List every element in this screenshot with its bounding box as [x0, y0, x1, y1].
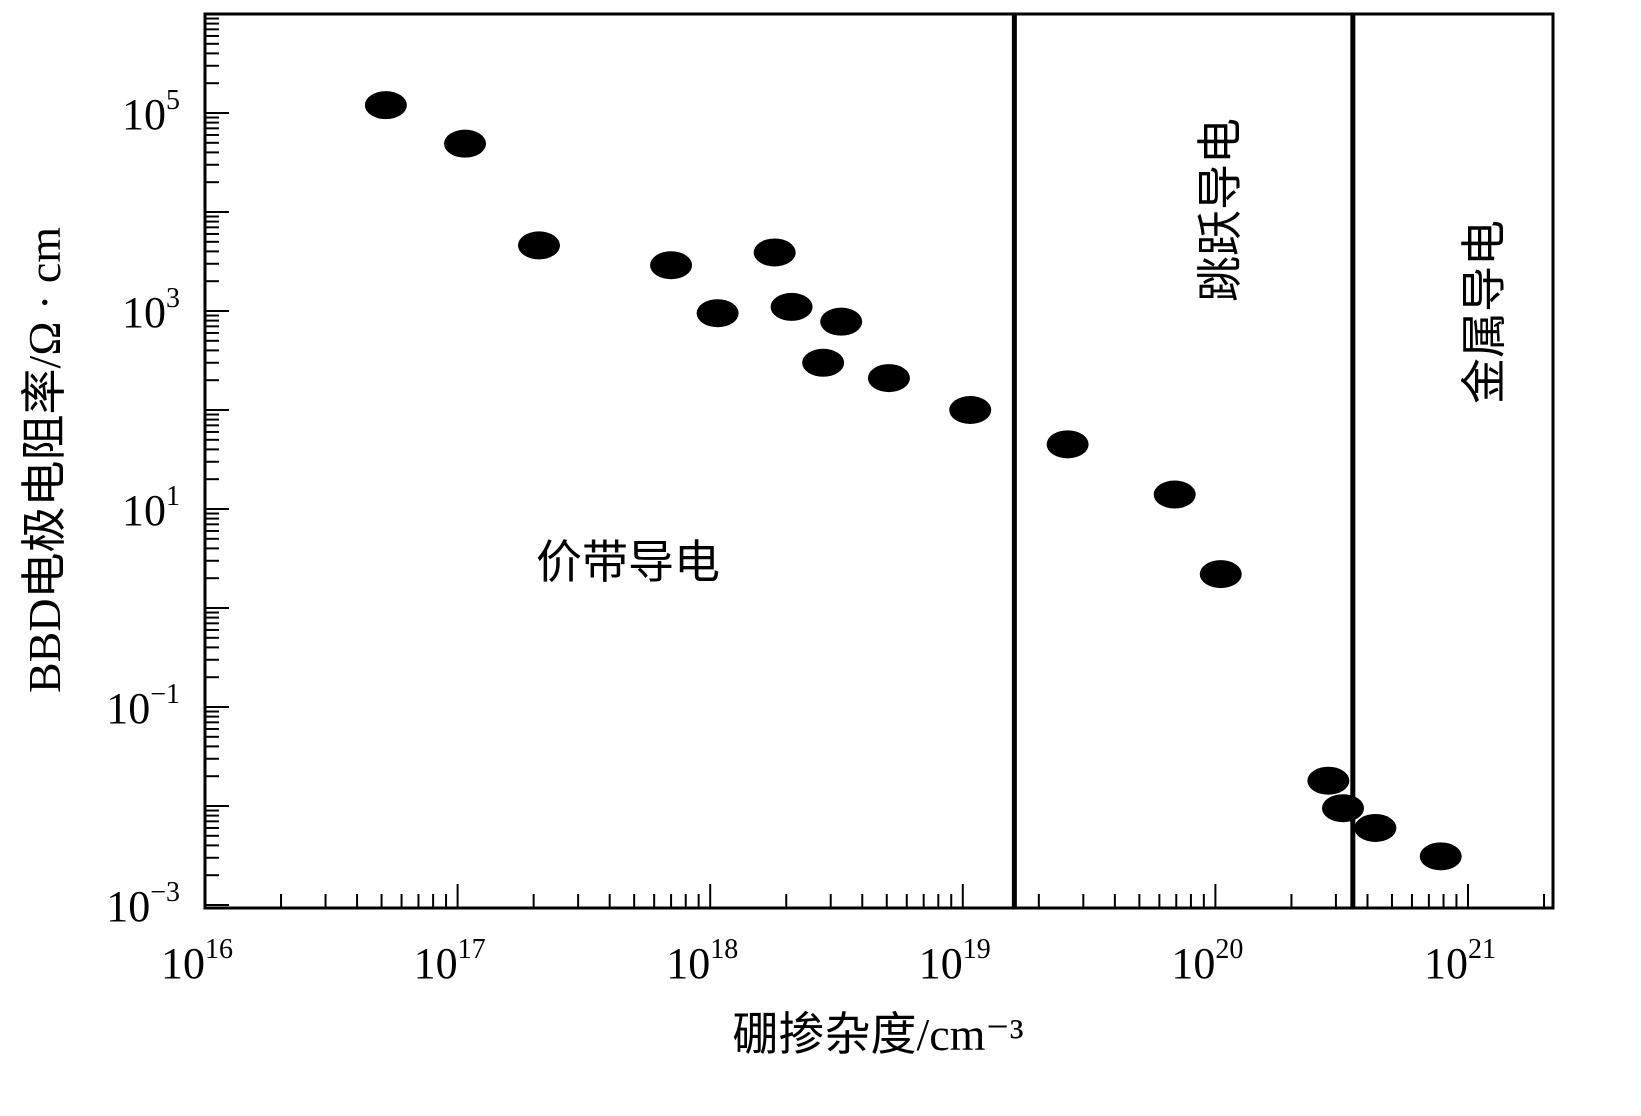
x-tick-label: 1017 — [414, 934, 486, 988]
y-tick-label: 105 — [122, 85, 180, 139]
data-point — [1199, 560, 1242, 589]
x-tick-label: 1018 — [666, 934, 738, 988]
data-point — [1046, 430, 1089, 459]
x-tick-labels: 1016 1017 1018 1019 1020 1021 — [161, 934, 1496, 988]
y-axis-label: BBD电极电阻率/Ω · cm — [19, 227, 70, 693]
data-point — [364, 91, 407, 120]
y-tick-label: 10−1 — [106, 679, 180, 733]
data-point — [1153, 480, 1196, 509]
data-point — [650, 251, 693, 280]
data-point — [753, 238, 796, 267]
data-point — [802, 348, 845, 377]
data-point — [444, 129, 487, 158]
data-point — [770, 292, 813, 321]
data-point — [517, 231, 560, 260]
data-point — [820, 307, 863, 336]
data-point — [1419, 842, 1462, 871]
data-point — [1322, 794, 1365, 823]
data-point — [949, 396, 992, 424]
region-label-hopping: 跳跃导电 — [1193, 118, 1247, 302]
x-tick-label: 1020 — [1171, 934, 1243, 988]
x-axis-label: 硼掺杂度/cm⁻³ — [732, 1009, 1023, 1060]
y-tick-labels: 10−3 10−1 101 103 105 — [106, 85, 180, 931]
data-point — [867, 364, 910, 393]
axis-ticks — [204, 17, 1546, 908]
region-label-valence: 价带导电 — [536, 535, 720, 589]
data-points — [364, 91, 1462, 871]
region-label-metallic: 金属导电 — [1457, 220, 1511, 404]
y-tick-label: 101 — [122, 481, 180, 535]
x-tick-label: 1021 — [1424, 934, 1496, 988]
x-tick-label: 1016 — [161, 934, 233, 988]
y-tick-label: 103 — [122, 283, 180, 337]
data-point — [1307, 766, 1350, 795]
y-tick-label: 10−3 — [106, 877, 180, 931]
x-tick-label: 1019 — [919, 934, 991, 988]
data-point — [696, 299, 739, 328]
region-boundaries — [1011, 14, 1356, 908]
data-point — [1354, 813, 1397, 842]
